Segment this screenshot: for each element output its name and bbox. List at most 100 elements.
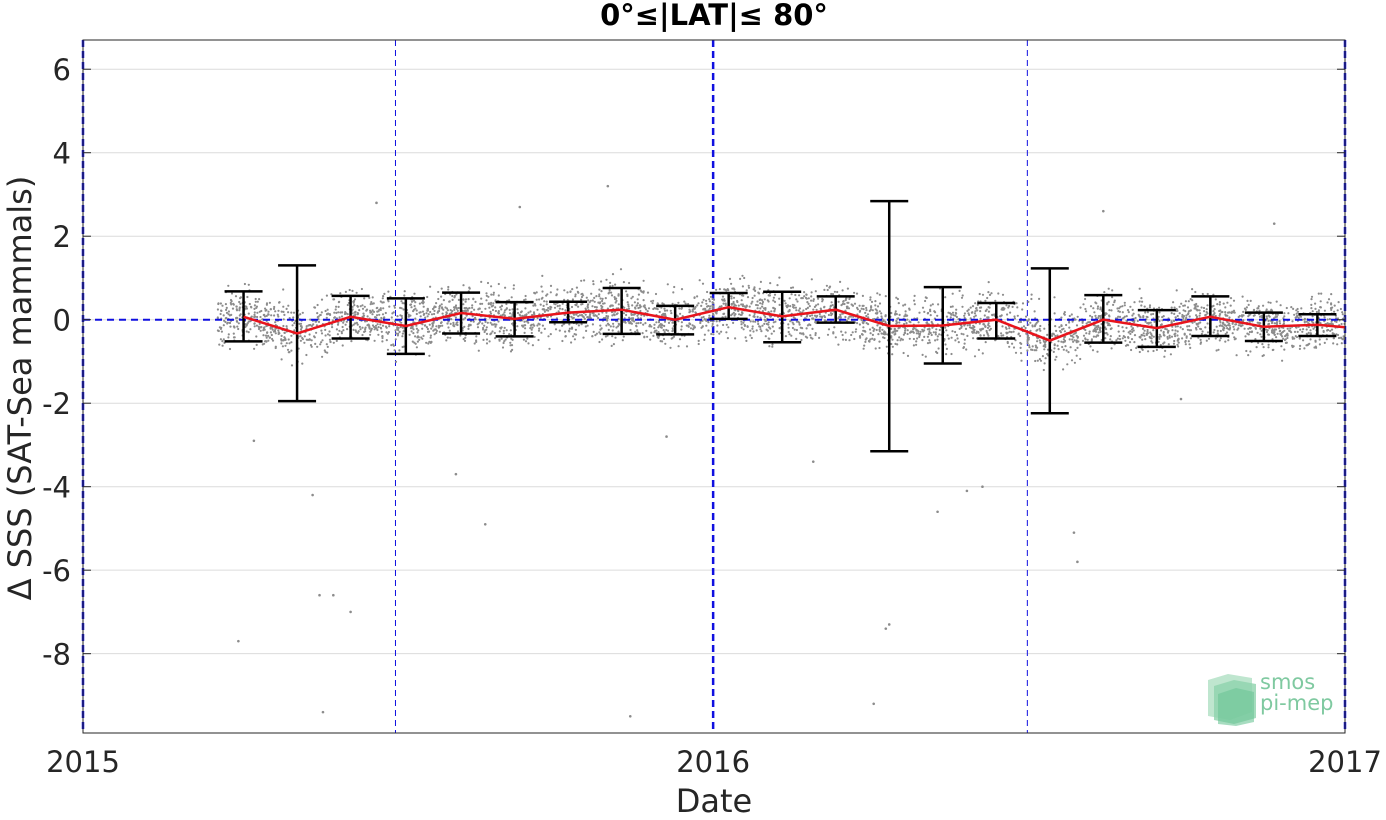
data-point: [672, 335, 676, 338]
data-point: [1107, 324, 1110, 327]
data-point: [973, 355, 977, 358]
data-point: [906, 314, 909, 317]
data-point: [702, 315, 705, 319]
data-point: [1174, 325, 1177, 328]
data-point: [540, 285, 543, 288]
data-point: [549, 333, 552, 336]
data-point: [759, 302, 762, 305]
data-point: [462, 298, 465, 301]
data-point: [545, 303, 548, 306]
data-point: [1191, 299, 1194, 302]
data-point: [485, 294, 488, 297]
data-point: [645, 329, 648, 332]
data-point: [793, 328, 796, 331]
data-point: [591, 323, 595, 326]
data-point: [1206, 292, 1209, 296]
data-point: [1097, 316, 1100, 319]
data-point: [400, 314, 403, 318]
data-point: [578, 314, 582, 317]
data-point: [658, 324, 661, 327]
data-point: [561, 308, 564, 311]
data-point: [960, 326, 963, 329]
data-point: [253, 347, 256, 350]
data-point: [377, 333, 380, 336]
data-point: [1218, 319, 1222, 322]
data-point: [1107, 287, 1110, 290]
data-point: [626, 301, 629, 304]
data-point: [462, 284, 465, 287]
data-point: [563, 298, 566, 301]
data-point: [556, 305, 559, 308]
data-point: [838, 315, 841, 319]
data-point: [981, 352, 984, 355]
data-point: [840, 304, 843, 307]
data-point: [1020, 342, 1023, 345]
data-point: [1147, 350, 1150, 353]
data-point: [244, 325, 247, 329]
data-point: [1267, 314, 1270, 317]
mean-line-path: [243, 305, 1346, 342]
data-point: [666, 329, 670, 332]
data-point: [988, 329, 991, 332]
data-point: [554, 303, 557, 306]
y-tick-label: 2: [53, 220, 71, 254]
data-point: [1108, 309, 1111, 312]
data-point: [581, 314, 584, 317]
data-point: [1005, 304, 1008, 307]
data-point: [647, 307, 651, 310]
data-point: [979, 310, 982, 313]
data-point: [489, 312, 493, 315]
data-point: [403, 294, 406, 297]
data-point: [472, 320, 475, 323]
data-point: [1224, 340, 1227, 343]
data-point: [1318, 321, 1321, 324]
data-point: [1070, 313, 1073, 316]
data-point: [463, 307, 466, 310]
data-point: [894, 310, 897, 313]
data-point: [804, 296, 808, 299]
data-point: [509, 344, 512, 347]
data-point: [1026, 334, 1030, 337]
data-point: [1110, 347, 1113, 350]
data-point: [249, 305, 253, 308]
outlier-point: [606, 184, 610, 188]
data-point: [1146, 311, 1149, 314]
data-point: [1129, 305, 1132, 308]
data-point: [1063, 335, 1067, 338]
data-point: [227, 333, 230, 336]
data-point: [1146, 316, 1149, 319]
data-point: [352, 323, 355, 326]
data-point: [741, 274, 744, 277]
data-point: [428, 323, 431, 326]
data-point: [499, 326, 502, 329]
data-point: [902, 333, 906, 336]
data-point: [1337, 336, 1341, 340]
data-point: [950, 336, 953, 339]
data-point: [881, 328, 884, 331]
data-point: [730, 303, 733, 306]
data-point: [486, 321, 489, 324]
data-point: [720, 330, 723, 333]
data-point: [396, 315, 399, 318]
data-point: [1053, 296, 1056, 299]
data-point: [946, 334, 949, 337]
data-point: [790, 293, 793, 296]
data-point: [761, 302, 764, 305]
data-point: [699, 320, 702, 323]
data-point: [1057, 348, 1060, 351]
data-point: [688, 308, 691, 311]
data-point: [263, 313, 266, 316]
data-point: [1215, 325, 1218, 328]
data-point: [299, 328, 303, 331]
data-point: [447, 288, 450, 291]
data-point: [284, 344, 287, 347]
data-point: [784, 302, 787, 305]
data-point: [607, 328, 610, 331]
data-point: [344, 290, 347, 293]
data-point: [386, 332, 389, 335]
data-point: [1188, 343, 1191, 346]
data-point: [1184, 339, 1187, 343]
data-point: [1017, 321, 1020, 324]
data-point: [743, 276, 746, 280]
